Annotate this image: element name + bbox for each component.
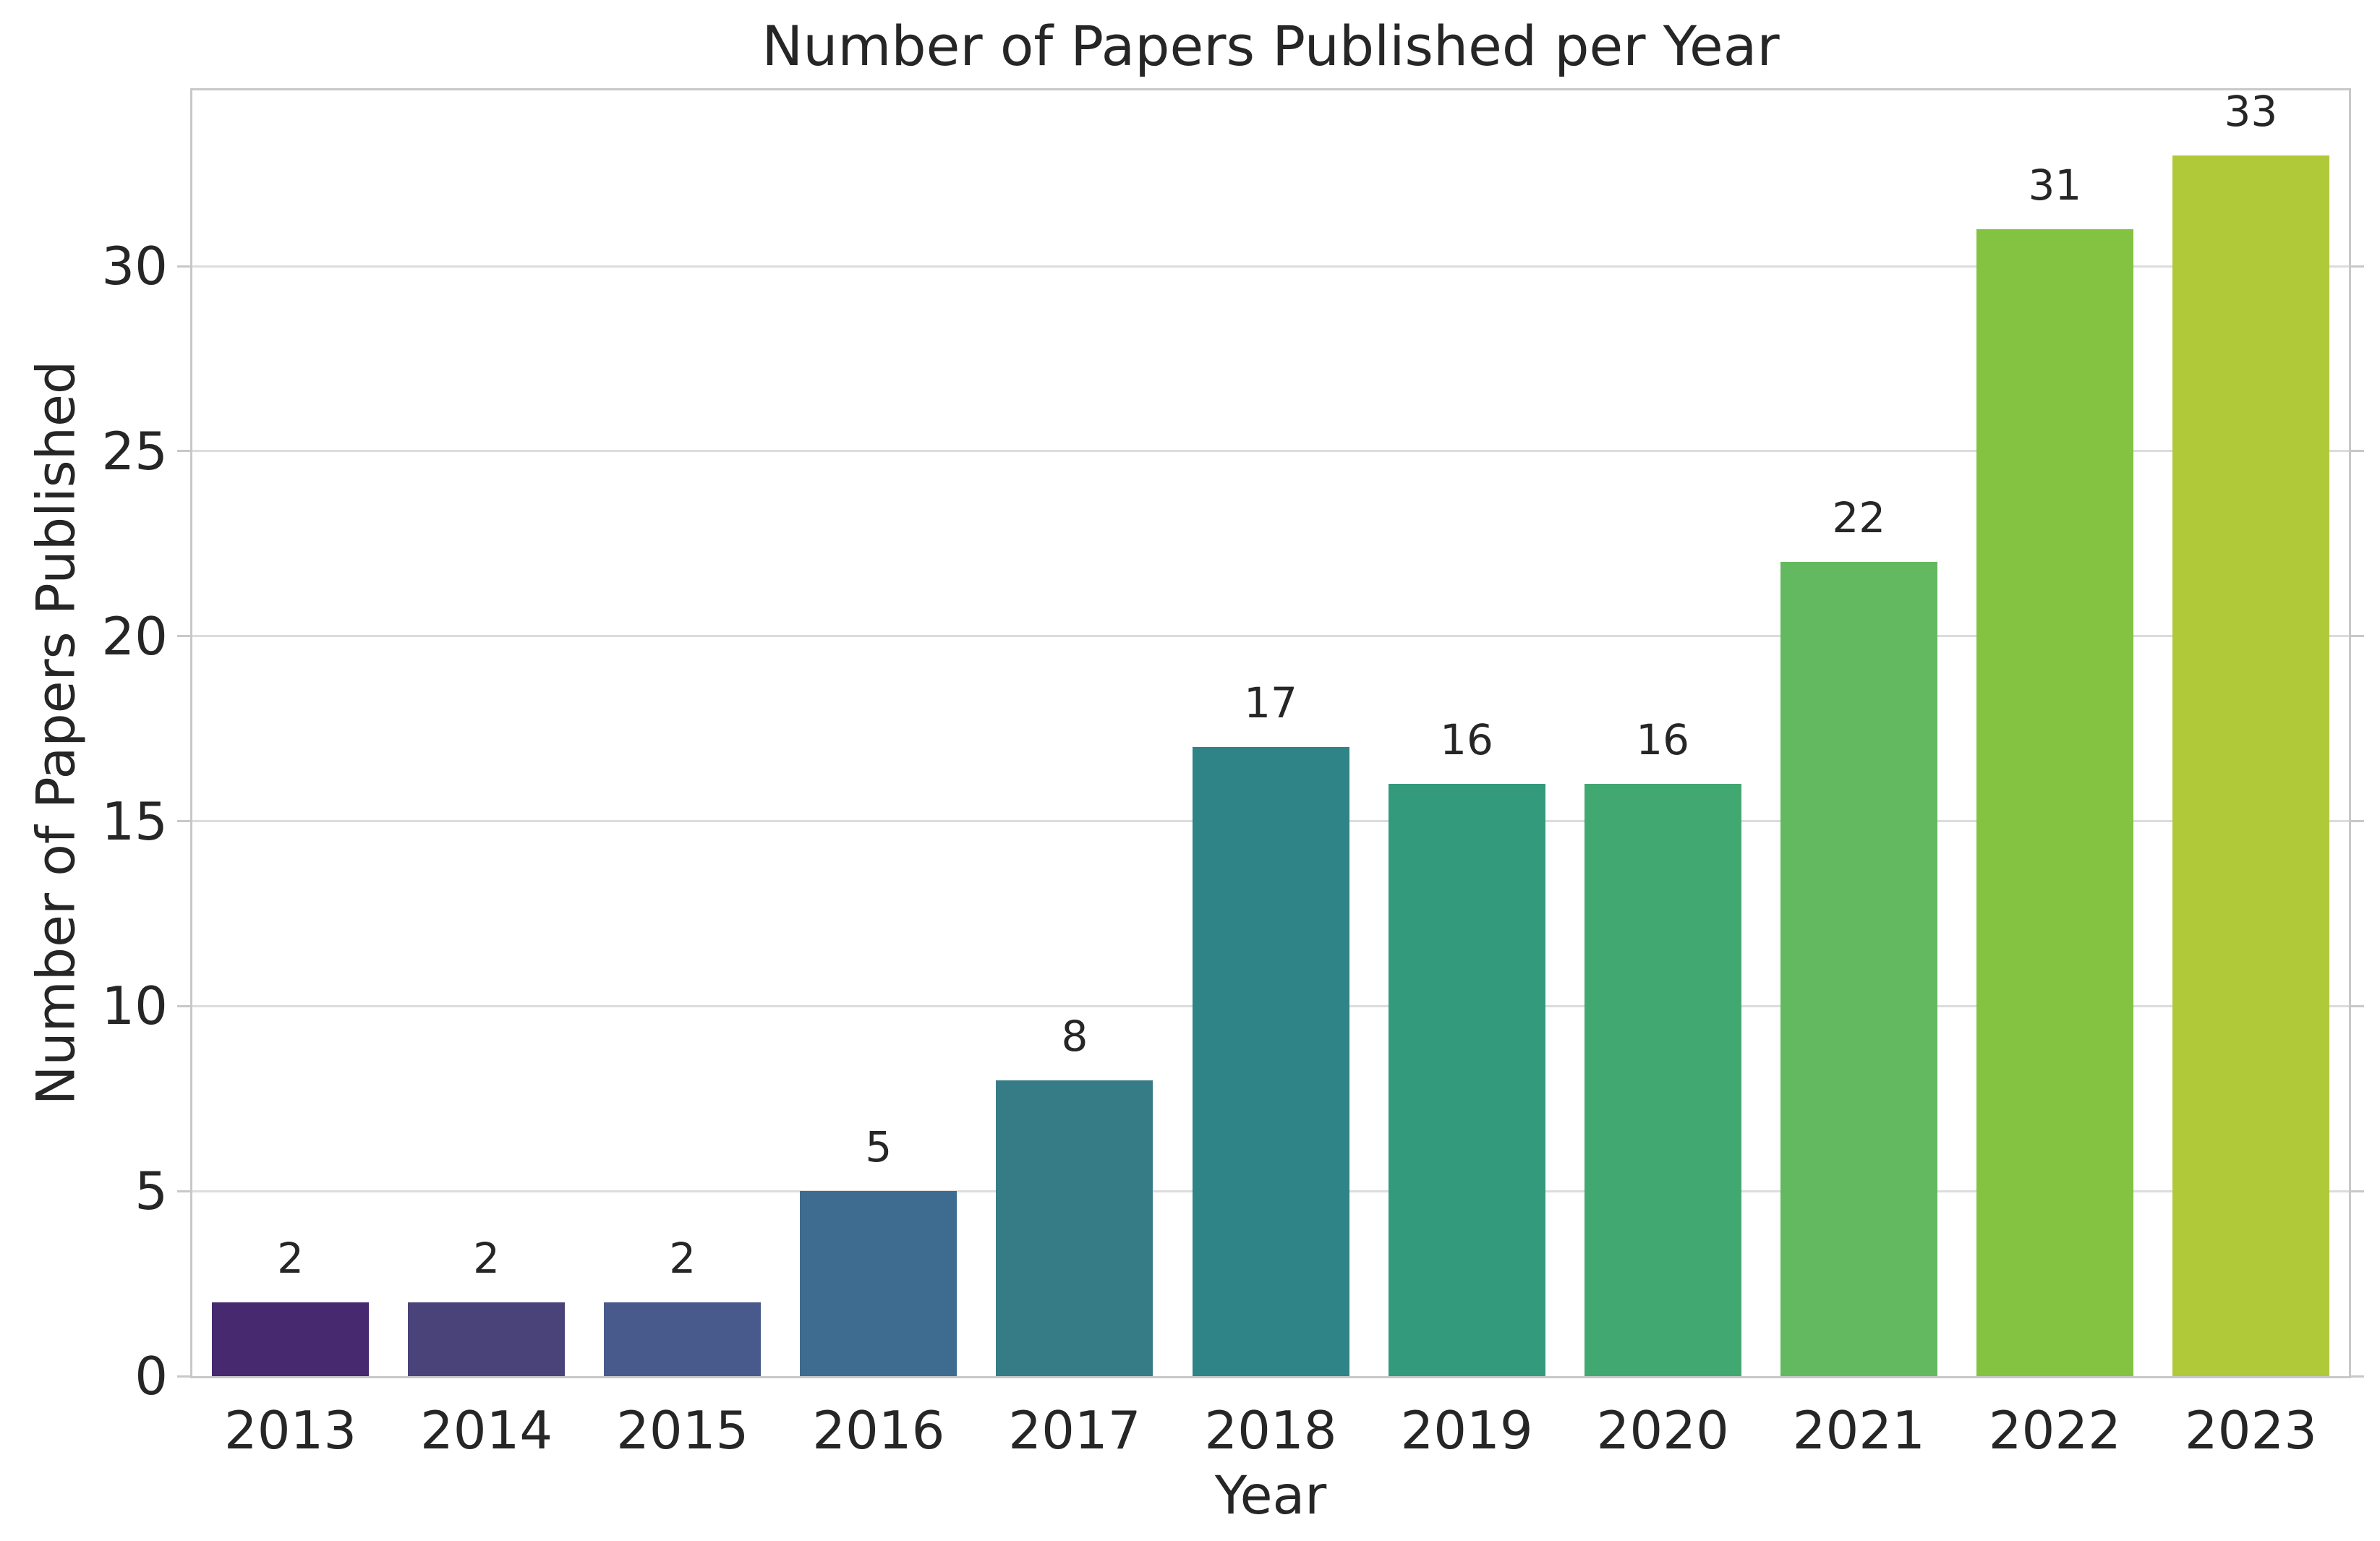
chart-title: Number of Papers Published per Year — [762, 14, 1780, 78]
x-tick-label: 2014 — [420, 1400, 553, 1461]
bar-value-label: 5 — [865, 1122, 892, 1172]
y-gridline — [192, 265, 2349, 268]
y-tick-mark — [177, 635, 190, 638]
x-tick-label: 2023 — [2184, 1400, 2318, 1461]
y-gridline — [192, 450, 2349, 453]
bar-2021 — [1780, 562, 1937, 1376]
y-gridline — [192, 635, 2349, 638]
y-tick-mark — [2351, 1375, 2364, 1378]
bar-2022 — [1976, 229, 2133, 1376]
x-axis-title: Year — [1214, 1465, 1327, 1527]
y-tick-mark — [2351, 1004, 2364, 1007]
y-tick-label: 25 — [101, 420, 168, 482]
x-tick-label: 2016 — [812, 1400, 945, 1461]
bar-2019 — [1388, 784, 1545, 1376]
y-tick-label: 15 — [101, 790, 168, 852]
y-tick-mark — [2351, 635, 2364, 638]
y-tick-mark — [2351, 450, 2364, 453]
y-tick-mark — [177, 450, 190, 453]
bar-value-label: 22 — [1832, 493, 1886, 543]
x-tick-label: 2020 — [1596, 1400, 1729, 1461]
x-tick-label: 2015 — [616, 1400, 749, 1461]
y-tick-label: 0 — [135, 1346, 168, 1406]
bar-value-label: 17 — [1244, 678, 1297, 728]
y-tick-mark — [177, 1190, 190, 1192]
bar-value-label: 33 — [2224, 86, 2278, 136]
x-tick-label: 2018 — [1204, 1400, 1337, 1461]
y-tick-mark — [2351, 265, 2364, 268]
x-tick-label: 2022 — [1988, 1400, 2121, 1461]
x-tick-label: 2017 — [1008, 1400, 1141, 1461]
bar-2020 — [1584, 784, 1741, 1376]
bar-2023 — [2172, 155, 2329, 1376]
x-tick-label: 2021 — [1792, 1400, 1925, 1461]
y-tick-mark — [177, 1004, 190, 1007]
plot-area: 2 2 2 5 8 17 16 16 22 31 33 — [190, 88, 2351, 1378]
y-tick-label: 10 — [101, 976, 168, 1037]
x-tick-label: 2019 — [1400, 1400, 1533, 1461]
y-tick-mark — [2351, 1190, 2364, 1192]
x-tick-label: 2013 — [223, 1400, 357, 1461]
y-tick-label: 20 — [101, 605, 168, 667]
y-tick-mark — [2351, 820, 2364, 823]
y-tick-label: 30 — [101, 236, 168, 297]
bar-value-label: 8 — [1061, 1011, 1088, 1061]
y-tick-mark — [177, 265, 190, 268]
bar-value-label: 2 — [473, 1233, 500, 1283]
bar-2016 — [800, 1191, 957, 1376]
bar-value-label: 31 — [2028, 160, 2082, 210]
y-tick-label: 5 — [135, 1161, 168, 1222]
bar-value-label: 2 — [277, 1233, 304, 1283]
bar-2018 — [1192, 747, 1349, 1376]
bar-2015 — [604, 1302, 762, 1376]
bar-value-label: 2 — [669, 1233, 696, 1283]
bar-2017 — [996, 1080, 1153, 1376]
bar-value-label: 16 — [1636, 715, 1690, 765]
bar-2013 — [212, 1302, 370, 1376]
y-tick-mark — [177, 820, 190, 823]
y-tick-mark — [177, 1375, 190, 1378]
bar-value-label: 16 — [1440, 715, 1493, 765]
bar-2014 — [408, 1302, 566, 1376]
